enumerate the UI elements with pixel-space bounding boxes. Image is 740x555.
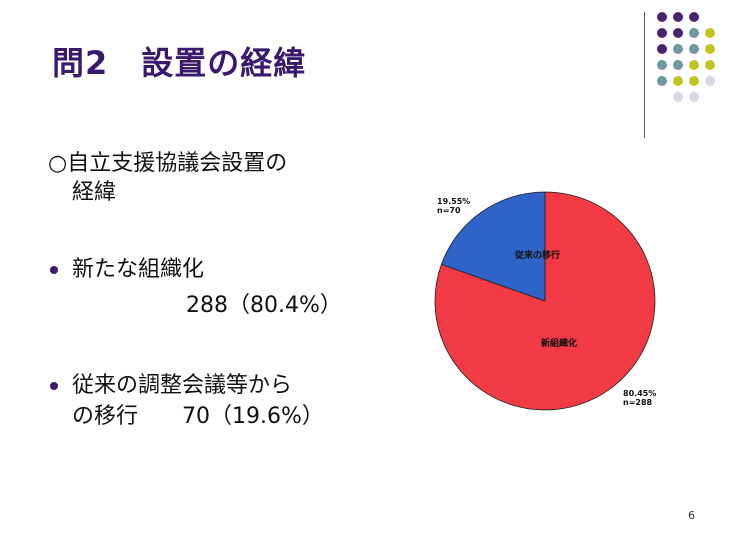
decorative-vertical-line [644, 12, 645, 138]
decorative-dot [673, 12, 683, 22]
decorative-dot [657, 44, 667, 54]
decorative-dot [689, 12, 699, 22]
decorative-dot [705, 44, 715, 54]
decorative-dot [657, 12, 667, 22]
pie-data-label-percent: 19.55% [437, 197, 470, 206]
decorative-dot [657, 60, 667, 70]
decorative-dot [689, 76, 699, 86]
pie-slice [440, 191, 546, 302]
bullet-marker-1 [50, 266, 58, 274]
decorative-dot [689, 28, 699, 38]
decorative-dot [689, 44, 699, 54]
bullet1-label: 新たな組織化 [72, 257, 205, 282]
decorative-dot [673, 28, 683, 38]
decorative-dot [705, 28, 715, 38]
decorative-dot [673, 76, 683, 86]
decorative-dot [673, 92, 683, 102]
bullet-marker-2 [50, 382, 58, 390]
decorative-dot [705, 76, 715, 86]
pie-slice-label: 従来の移行 [514, 249, 560, 261]
decorative-dot [657, 28, 667, 38]
decorative-dot [689, 60, 699, 70]
bullet1-value: 288（80.4%） [186, 293, 342, 318]
pie-data-label-count: n=70 [437, 206, 461, 215]
decorative-dot [657, 76, 667, 86]
pie-data-label-percent: 80.45% [623, 389, 656, 398]
bullet2-line-1: 従来の調整会議等から [72, 373, 293, 398]
page-number: 6 [688, 509, 695, 522]
pie-data-label-count: n=288 [623, 398, 653, 407]
bullet2-line-2: の移行 70（19.6%） [72, 404, 324, 429]
heading-line-2: 経緯 [72, 180, 117, 205]
pie-slice-label: 新組織化 [541, 337, 577, 349]
decorative-dot [673, 44, 683, 54]
heading-line-1: ○自立支援協議会設置の [48, 151, 288, 176]
decorative-dot-grid [657, 12, 715, 102]
decorative-dot [673, 60, 683, 70]
slide-title: 問2 設置の経緯 [52, 44, 307, 82]
decorative-dot [705, 60, 715, 70]
decorative-dot [689, 92, 699, 102]
